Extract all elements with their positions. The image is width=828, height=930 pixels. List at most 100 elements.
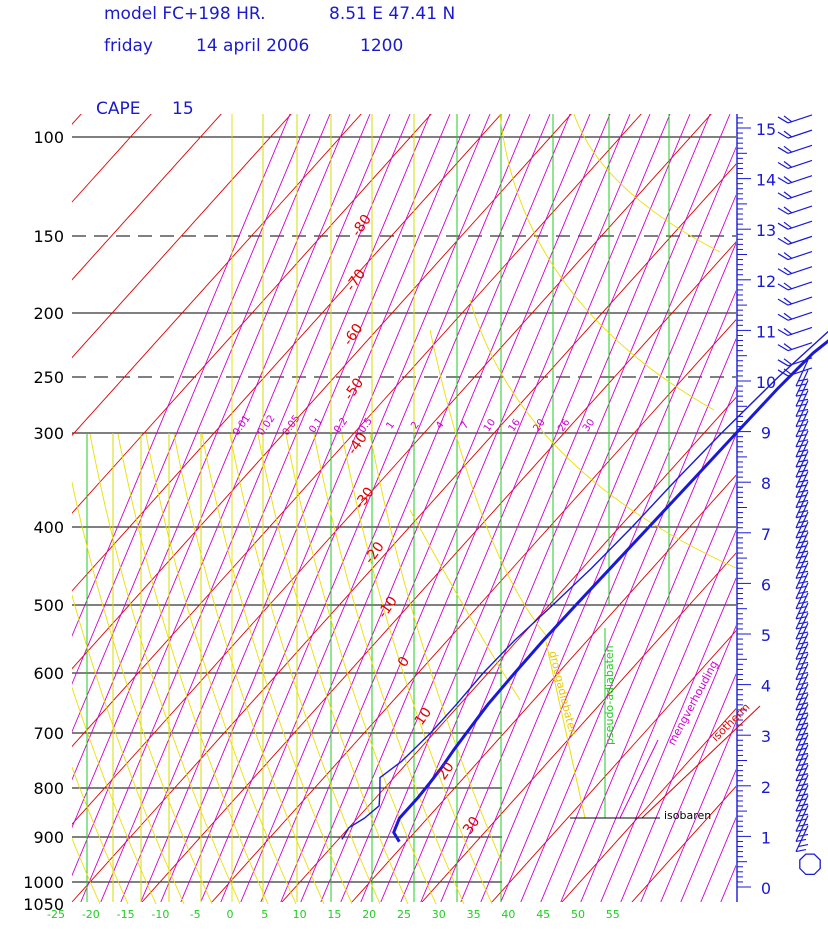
- date-label: 14 april 2006: [196, 36, 310, 56]
- mixing-ratio-line: [160, 114, 491, 902]
- wind-barb: [795, 359, 809, 387]
- pressure-tick-label: 1000: [23, 873, 64, 892]
- mixing-ratio-line: [72, 114, 331, 733]
- temperature-tick-label: -5: [190, 908, 201, 921]
- legend-layer: droogadiabaten pseudo-adiabaten mengverhou…: [545, 628, 761, 822]
- mixing-ratio-line: [480, 289, 736, 902]
- dry-adiabat-curve: [72, 480, 213, 904]
- wind-barb: [777, 296, 813, 306]
- isotherm-line: [72, 114, 432, 514]
- mixing-ratio-label: 2: [409, 420, 422, 432]
- mixing-ratio-line: [280, 114, 611, 902]
- wind-barb: [777, 144, 813, 154]
- wind-barb: [777, 205, 813, 215]
- mixing-ratio-line: [440, 194, 736, 902]
- cape-value: 15: [172, 99, 194, 119]
- mixing-ratio-line: [140, 114, 471, 902]
- temperature-tick-label: 10: [293, 908, 307, 921]
- dry-adiabat-curve: [313, 434, 465, 904]
- mixing-ratio-line: [200, 114, 531, 902]
- mixing-ratio-label: 20: [531, 417, 547, 434]
- wind-barb: [777, 220, 813, 230]
- wind-barb: [795, 369, 809, 397]
- mixing-ratio-line: [380, 114, 711, 902]
- profile-layer: [341, 330, 828, 843]
- mixing-ratio-line: [340, 114, 671, 902]
- dry-adiabat-curve: [257, 434, 409, 904]
- isotherm-line: [561, 707, 736, 902]
- isotherm-line: [281, 396, 736, 902]
- temperature-tick-label: -20: [82, 908, 100, 921]
- height-tick-label: 13: [756, 221, 776, 240]
- mixing-ratio-line: [320, 114, 651, 902]
- mixing-ratio-line: [580, 529, 736, 902]
- pressure-tick-label: 800: [33, 779, 64, 798]
- mixing-ratio-line: [80, 114, 411, 902]
- mixing-ratio-line: [180, 114, 511, 902]
- dry-adiabat-curve: [229, 434, 381, 904]
- temperature-tick-label: -10: [151, 908, 169, 921]
- wind-barb-layer: [777, 114, 821, 876]
- mixing-ratio-label: 4: [434, 420, 447, 432]
- height-tick-label: 4: [761, 677, 771, 696]
- mixing-ratio-line: [740, 114, 828, 904]
- temperature-tick-label: 15: [327, 908, 341, 921]
- height-tick-label: 0: [761, 879, 771, 898]
- isotherm-label: -10: [375, 594, 401, 622]
- pressure-tick-label: 600: [33, 664, 64, 683]
- temperature-tick-label: 35: [467, 908, 481, 921]
- isotherm-line: [72, 163, 736, 902]
- temperature-tick-label: 5: [261, 908, 268, 921]
- mixing-ratio-line: [460, 242, 736, 902]
- temperature-tick-label: 25: [397, 908, 411, 921]
- temperature-tick-label: -15: [117, 908, 135, 921]
- height-tick-label: 12: [756, 272, 776, 291]
- height-tick-label: 5: [761, 626, 771, 645]
- temperature-tick-label: 45: [536, 908, 550, 921]
- mixing-ratio-line: [540, 433, 736, 902]
- yellow-verticals-layer: [112, 114, 415, 902]
- legend-isotherm-line: [641, 705, 761, 819]
- isotherm-label: 20: [434, 759, 457, 783]
- mixing-ratio-line: [560, 481, 736, 902]
- mixing-ratio-line: [400, 114, 731, 902]
- legend-dry-line: [545, 641, 586, 819]
- time-label: 1200: [360, 36, 404, 56]
- pressure-tick-label: 900: [33, 828, 64, 847]
- pressure-tick-label: 700: [33, 724, 64, 743]
- height-tick-label: 8: [761, 474, 771, 493]
- isotherm-label: -80: [349, 212, 375, 240]
- mixing-ratio-line: [640, 673, 736, 902]
- mixing-ratio-line: [620, 625, 736, 902]
- model-label: model FC+198 HR.: [104, 4, 266, 24]
- wind-barb: [777, 235, 813, 245]
- temperature-tick-label: 30: [432, 908, 446, 921]
- mixing-ratio-layer: [72, 114, 828, 904]
- mixing-ratio-label: 0.01: [231, 413, 253, 438]
- isotherm-line: [72, 114, 362, 437]
- dewpoint-profile: [341, 330, 828, 840]
- mixing-ratio-line: [680, 768, 736, 902]
- label-layer: -25 -20 -15 -10 -5 0 5 10 15 20 25 30 35 40 45 50 55-80-…: [47, 212, 620, 921]
- legend-dry-adiabat-label: droogadiabaten: [546, 650, 580, 738]
- pressure-tick-label: 1050: [23, 895, 64, 914]
- mixing-ratio-line: [240, 114, 571, 902]
- mixing-ratio-line: [420, 146, 736, 902]
- wind-barb: [777, 114, 813, 124]
- mixing-ratio-line: [72, 114, 391, 877]
- isotherm-line: [72, 114, 222, 281]
- height-tick-label: 1: [761, 828, 771, 847]
- legend-moist-adiabat-label: pseudo-adiabaten: [603, 645, 616, 745]
- mixing-ratio-label: 1: [384, 420, 397, 432]
- height-tick-label: 7: [761, 525, 771, 544]
- moist-adiabat-curve: [429, 329, 551, 641]
- weekday-label: friday: [104, 36, 153, 56]
- wind-barb: [777, 175, 813, 185]
- dry-adiabat-curve: [285, 434, 437, 904]
- wind-barb: [777, 357, 813, 367]
- mixing-ratio-line: [360, 114, 691, 902]
- mixing-ratio-line: [660, 720, 736, 902]
- wind-barb: [777, 159, 813, 170]
- temperature-tick-label: 50: [571, 908, 585, 921]
